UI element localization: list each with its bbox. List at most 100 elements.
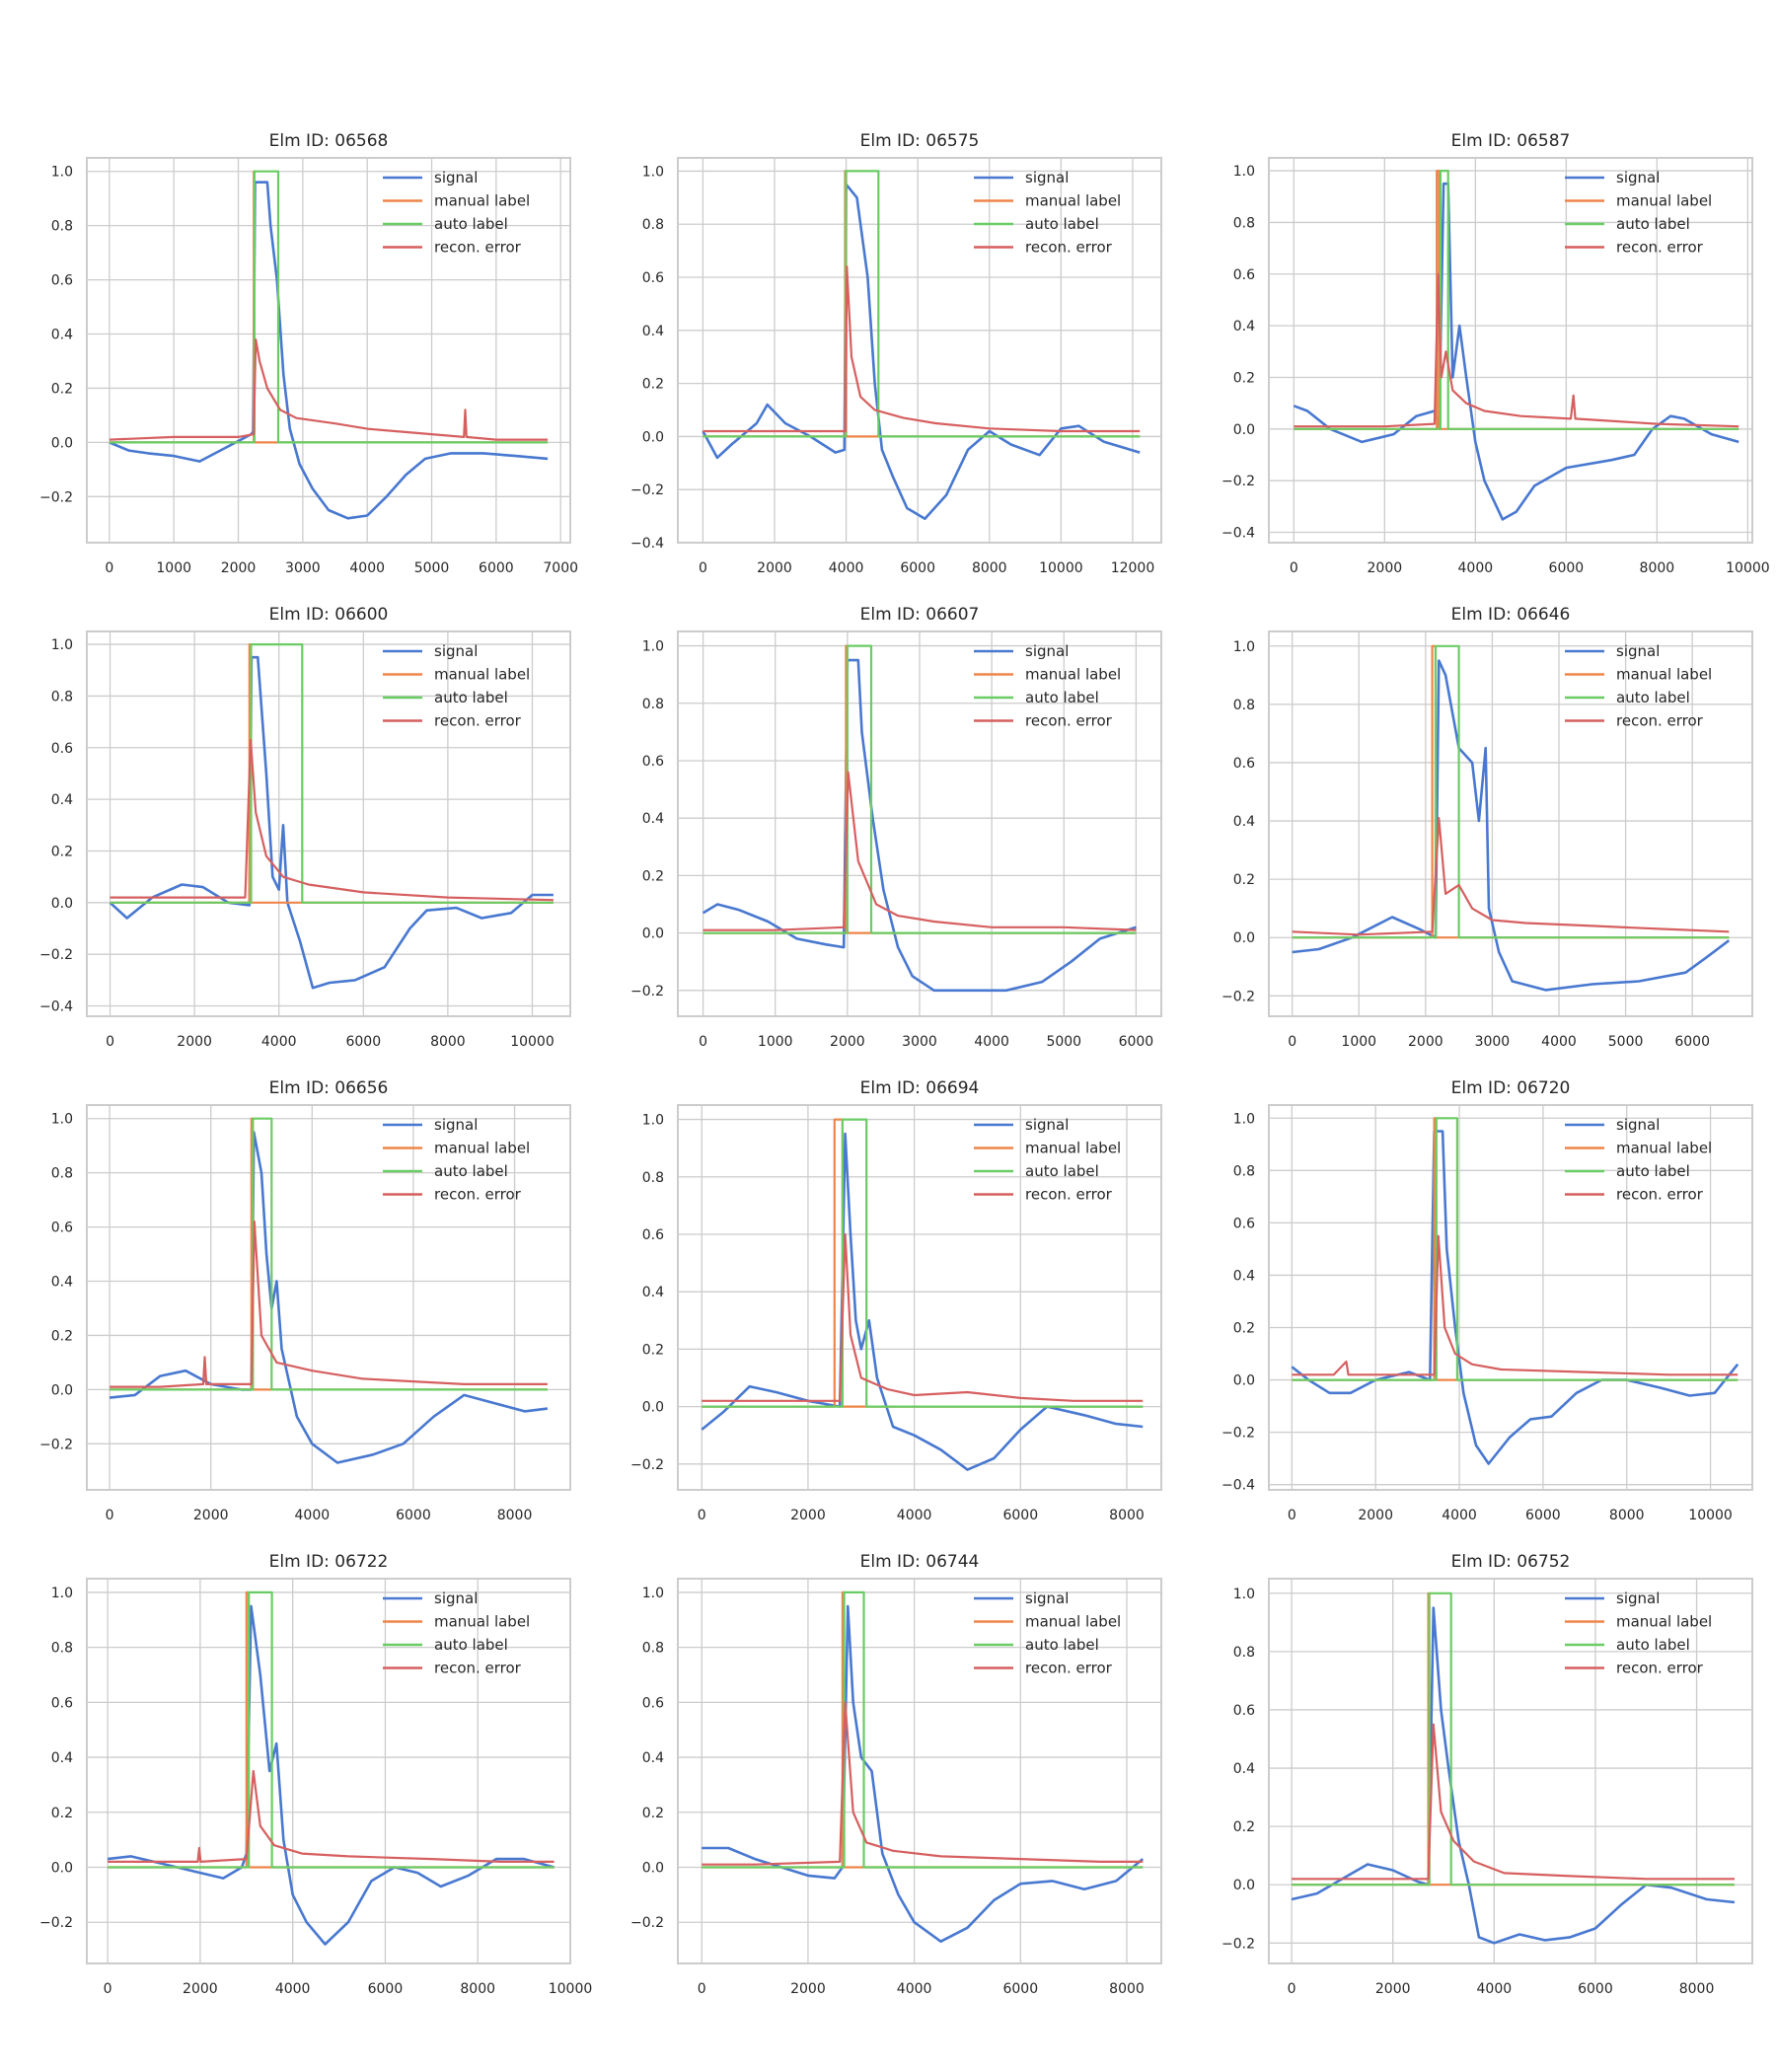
series-line-signal: [1291, 1130, 1739, 1465]
y-tick-label: 0.8: [1233, 1645, 1255, 1661]
legend-label-recon-error: recon. error: [1616, 239, 1704, 257]
x-tick-label: 8000: [1679, 1981, 1715, 1997]
y-tick-label: −0.2: [39, 1437, 73, 1452]
y-tick-label: 1.0: [642, 1586, 664, 1601]
legend-label-recon-error: recon. error: [434, 239, 522, 257]
y-tick-label: 1.0: [1233, 639, 1255, 655]
x-tick-label: 10000: [549, 1981, 593, 1997]
y-tick-label: 0.2: [1233, 1321, 1255, 1337]
series-line-signal: [109, 181, 549, 520]
series-line-recon-error: [1292, 1723, 1735, 1881]
x-tick-label: 8000: [972, 560, 1007, 576]
subplot-3: 0 2000 4000 6000 8000 10000 −0.4 −0.2 0.0 0.2 0.4 0…: [1221, 131, 1770, 576]
subplot-title: Elm ID: 06722: [269, 1552, 389, 1572]
subplot-9: 0 2000 4000 6000 8000 10000 −0.4 −0.2 0.0 0.2 0.4 0…: [1221, 1078, 1753, 1523]
series-line-recon-error: [110, 738, 554, 902]
legend-label-signal: signal: [1025, 1116, 1069, 1134]
x-tick-label: 0: [104, 1981, 112, 1997]
plot-area: [1269, 1105, 1752, 1490]
subplot-4: 0 2000 4000 6000 8000 10000 −0.4 −0.2 0.0 0.2 0.4 0…: [39, 605, 571, 1050]
y-tick-label: 0.4: [51, 1750, 73, 1766]
y-tick-label: 1.0: [642, 1113, 664, 1129]
plot-frame: [677, 157, 1162, 544]
y-tick-label: 0.6: [51, 1695, 73, 1711]
x-tick-label: 2000: [1408, 1034, 1443, 1050]
legend-label-auto-label: auto label: [1616, 1636, 1690, 1654]
y-tick-label: 0.2: [1233, 872, 1255, 888]
x-tick-label: 8000: [1109, 1981, 1145, 1997]
series-line-auto-label: [703, 644, 1137, 934]
x-tick-label: 6000: [396, 1508, 431, 1523]
y-tick-label: −0.4: [1221, 1478, 1255, 1494]
legend-label-manual-label: manual label: [1025, 1613, 1121, 1631]
series-line-auto-label: [702, 1118, 1144, 1408]
subplot-title: Elm ID: 06646: [1451, 605, 1571, 625]
y-tick-label: −0.4: [630, 536, 664, 552]
legend-label-auto-label: auto label: [434, 689, 508, 706]
y-tick-label: 1.0: [51, 637, 73, 653]
x-tick-label: 0: [698, 1508, 706, 1523]
y-tick-label: −0.2: [39, 489, 73, 505]
legend-label-recon-error: recon. error: [1616, 712, 1704, 730]
x-tick-label: 6000: [900, 560, 935, 576]
legend-label-auto-label: auto label: [434, 1162, 508, 1180]
series-line-signal: [702, 658, 1137, 993]
x-tick-label: 2000: [183, 1981, 218, 1997]
y-tick-label: 0.4: [1233, 814, 1255, 830]
x-tick-label: 1000: [758, 1034, 793, 1050]
x-tick-label: 2000: [1375, 1981, 1411, 1997]
x-tick-label: 8000: [1109, 1508, 1145, 1523]
legend-label-signal: signal: [434, 1590, 478, 1607]
subplot-10: 0 2000 4000 6000 8000 10000 −0.2 0.0 0.2 0.4 0.6 0.…: [39, 1552, 592, 1997]
y-tick-label: 0.8: [642, 1641, 664, 1657]
y-tick-label: 0.6: [642, 1695, 664, 1711]
x-tick-label: 6000: [1674, 1034, 1710, 1050]
subplot-title: Elm ID: 06600: [269, 605, 389, 625]
y-tick-label: −0.2: [630, 1915, 664, 1931]
x-tick-label: 6000: [479, 560, 514, 576]
legend-label-manual-label: manual label: [434, 192, 530, 210]
x-tick-label: 4000: [1458, 560, 1494, 576]
subplot-5: 0 1000 2000 3000 4000 5000 6000 −0.2 0.0 0.2 0.4 0.…: [630, 605, 1162, 1050]
x-tick-label: 8000: [460, 1981, 495, 1997]
y-tick-label: 1.0: [642, 639, 664, 655]
y-tick-label: 1.0: [642, 164, 664, 180]
series-line-recon-error: [108, 1769, 555, 1863]
legend-label-auto-label: auto label: [434, 215, 508, 233]
plot-area: [87, 1579, 570, 1963]
y-tick-label: 0.0: [1233, 1878, 1255, 1893]
y-tick-label: −0.4: [1221, 526, 1255, 542]
legend-label-manual-label: manual label: [434, 1140, 530, 1157]
plot-frame: [1268, 1578, 1753, 1964]
legend-label-signal: signal: [1025, 642, 1069, 660]
x-tick-label: 2000: [193, 1508, 229, 1523]
plot-area: [678, 1105, 1161, 1490]
x-tick-label: 4000: [1442, 1508, 1477, 1523]
legend-label-signal: signal: [434, 169, 478, 186]
y-tick-label: 0.4: [1233, 319, 1255, 334]
y-tick-label: 0.6: [51, 1221, 73, 1236]
legend-label-auto-label: auto label: [1025, 215, 1099, 233]
x-tick-label: 8000: [1609, 1508, 1645, 1523]
series-line-recon-error: [1292, 817, 1730, 936]
y-tick-label: −0.2: [630, 984, 664, 999]
y-tick-label: 0.0: [51, 435, 73, 451]
series-line-auto-label: [110, 1117, 548, 1391]
y-tick-label: 1.0: [51, 1112, 73, 1128]
legend-label-signal: signal: [1025, 1590, 1069, 1607]
y-tick-label: 0.4: [642, 324, 664, 339]
legend-label-recon-error: recon. error: [1025, 712, 1113, 730]
plot-frame: [86, 630, 571, 1017]
plot-frame: [1268, 1104, 1753, 1491]
y-tick-label: 0.6: [1233, 267, 1255, 283]
legend-label-manual-label: manual label: [1616, 1140, 1712, 1157]
plot-frame: [1268, 630, 1753, 1017]
x-tick-label: 4000: [897, 1508, 932, 1523]
y-tick-label: 0.0: [1233, 930, 1255, 946]
x-tick-label: 0: [1288, 1508, 1296, 1523]
y-tick-label: 0.6: [51, 741, 73, 757]
y-tick-label: 0.8: [51, 1166, 73, 1182]
x-tick-label: 0: [106, 1508, 114, 1523]
series-line-recon-error: [1294, 272, 1739, 428]
plot-frame: [677, 1578, 1162, 1964]
